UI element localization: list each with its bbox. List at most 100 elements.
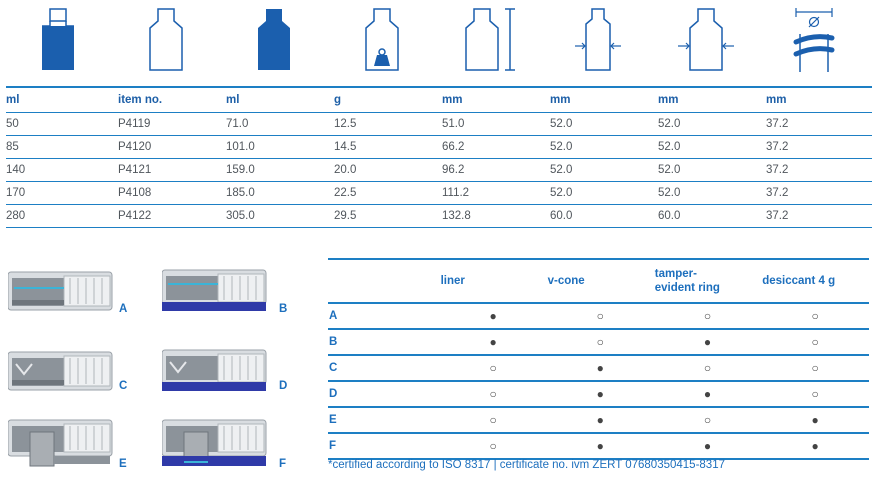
table-cell: 132.8 [442,204,550,228]
option-mark: ● [653,433,762,460]
option-mark: ○ [439,381,547,408]
table-cell: 111.2 [442,181,550,205]
table-cell: 101.0 [226,135,334,159]
spec-header: mm [766,86,872,113]
options-header-liner: liner [439,258,547,304]
option-mark: ● [761,433,869,460]
table-cell: P4121 [118,158,226,182]
option-row-label: D [328,381,440,408]
table-cell: 52.0 [658,158,766,182]
option-mark: ○ [761,381,869,408]
option-mark: ● [546,407,654,434]
table-cell: 37.2 [766,181,872,205]
option-mark: ● [546,381,654,408]
table-cell: 159.0 [226,158,334,182]
option-mark: ● [546,433,654,460]
table-row: 85 P4120 101.0 14.5 66.2 52.0 52.0 37.2 [6,135,872,159]
spec-table: ml item no. ml g mm mm mm mm 50 P4119 71… [6,86,872,228]
table-cell: 60.0 [658,204,766,228]
table-cell: P4119 [118,112,226,136]
table-cell: 140 [6,158,118,182]
option-mark: ○ [546,329,654,356]
table-cell: 170 [6,181,118,205]
cap-image-d [161,346,267,392]
bottle-width-icon [652,8,760,76]
table-cell: 280 [6,204,118,228]
table-cell: 37.2 [766,204,872,228]
table-cell: 71.0 [226,112,334,136]
spec-header: mm [442,86,550,113]
option-mark: ● [439,303,547,330]
cap-label-f: F [279,458,287,470]
option-mark: ● [761,407,869,434]
cap-image-a [7,266,113,312]
table-cell: 185.0 [226,181,334,205]
spec-header: mm [550,86,658,113]
option-mark: ● [546,355,654,382]
spec-header: ml [6,86,118,113]
table-row: 140 P4121 159.0 20.0 96.2 52.0 52.0 37.2 [6,158,872,182]
option-mark: ○ [439,407,547,434]
options-header-row: liner v-cone tamper- evident ring desicc… [328,258,869,304]
table-cell: 37.2 [766,158,872,182]
table-cell: 51.0 [442,112,550,136]
table-cell: 14.5 [334,135,442,159]
cap-image-c [7,346,113,392]
options-table: liner v-cone tamper- evident ring desicc… [328,258,869,460]
spec-header-row: ml item no. ml g mm mm mm mm [6,86,872,113]
icon-row [0,0,879,84]
table-cell: 52.0 [550,158,658,182]
table-cell: 52.0 [658,112,766,136]
option-mark: ○ [439,355,547,382]
spec-header: ml [226,86,334,113]
option-mark: ○ [546,303,654,330]
table-cell: 22.5 [334,181,442,205]
cap-label-d: D [279,380,288,392]
cap-image-e [7,418,113,467]
option-mark: ● [653,329,762,356]
table-cell: 66.2 [442,135,550,159]
option-mark: ● [653,381,762,408]
table-cell: 52.0 [550,112,658,136]
cap-image-f [161,418,267,466]
option-mark: ● [439,329,547,356]
option-row-label: B [328,329,440,356]
table-cell: P4122 [118,204,226,228]
table-row: E ○ ● ○ ● [328,407,869,434]
cap-image-b [161,266,267,312]
table-cell: 85 [6,135,118,159]
table-cell: P4120 [118,135,226,159]
table-row: A ● ○ ○ ○ [328,303,869,330]
bottle-volume-icon [4,8,112,76]
table-row: 280 P4122 305.0 29.5 132.8 60.0 60.0 37.… [6,204,872,228]
table-cell: 12.5 [334,112,442,136]
option-mark: ○ [439,433,547,460]
bottle-outline-icon [112,8,220,76]
table-row: D ○ ● ● ○ [328,381,869,408]
table-cell: 50 [6,112,118,136]
table-cell: 37.2 [766,112,872,136]
table-cell: P4108 [118,181,226,205]
option-mark: ○ [653,407,762,434]
option-mark: ○ [653,355,762,382]
bottle-diameter-icon [544,8,652,76]
table-cell: 52.0 [550,135,658,159]
table-cell: 305.0 [226,204,334,228]
bottle-brimful-icon [220,8,328,76]
options-header-desiccant: desiccant 4 g [761,258,869,304]
options-header-tamper-evident-ring: tamper- evident ring [653,258,762,304]
table-cell: 52.0 [550,181,658,205]
cap-label-b: B [279,303,288,315]
spec-header: item no. [118,86,226,113]
cap-illustrations: A B C D [0,260,320,480]
options-header-v-cone: v-cone [546,258,654,304]
option-row-label: A [328,303,440,330]
thread-diameter-icon [760,8,868,76]
cap-label-a: A [119,303,128,315]
bottle-weight-icon [328,8,436,76]
table-cell: 52.0 [658,135,766,159]
option-mark: ○ [761,355,869,382]
table-cell: 60.0 [550,204,658,228]
option-row-label: E [328,407,440,434]
option-row-label: C [328,355,440,382]
